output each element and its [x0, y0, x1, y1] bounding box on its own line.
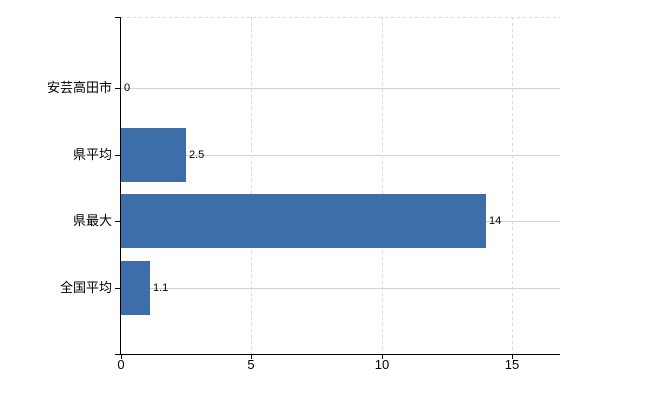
y-axis-tick — [115, 88, 121, 89]
x-tick-label: 5 — [247, 357, 255, 372]
y-axis-tick — [115, 354, 121, 355]
bar-value-label: 14 — [489, 215, 502, 227]
bar — [121, 260, 150, 315]
category-label: 県平均 — [72, 146, 112, 162]
bar-value-label: 1.1 — [153, 281, 169, 294]
gridline-vertical — [251, 17, 252, 354]
bar — [121, 194, 486, 248]
y-axis-tick — [115, 221, 121, 222]
bar — [121, 127, 186, 182]
category-label: 安芸高田市 — [46, 80, 112, 95]
bar-value-label: 2.5 — [189, 148, 205, 161]
x-axis-tick — [382, 355, 383, 359]
x-axis-tick — [251, 355, 252, 359]
x-tick-label: 15 — [504, 357, 520, 372]
gridline-horizontal — [121, 88, 560, 89]
plot-top-border — [121, 17, 560, 18]
category-label: 全国平均 — [59, 279, 112, 295]
gridline-horizontal — [121, 154, 560, 156]
gridline-vertical — [512, 17, 513, 354]
bar-value-label: 0 — [124, 82, 131, 94]
x-axis — [120, 354, 560, 355]
gridline-horizontal — [121, 287, 560, 289]
y-axis-tick — [115, 287, 121, 289]
x-tick-label: 10 — [374, 357, 390, 372]
gridline-vertical — [382, 17, 383, 354]
y-axis-tick — [115, 17, 121, 18]
category-label: 県最大 — [72, 213, 112, 228]
y-axis-tick — [115, 154, 121, 156]
x-axis-tick — [121, 355, 122, 359]
plot-area: 0 2.5 14 1.1 — [121, 17, 560, 354]
x-axis-tick — [512, 355, 513, 359]
x-tick-label: 0 — [117, 357, 125, 372]
y-axis — [120, 17, 121, 355]
